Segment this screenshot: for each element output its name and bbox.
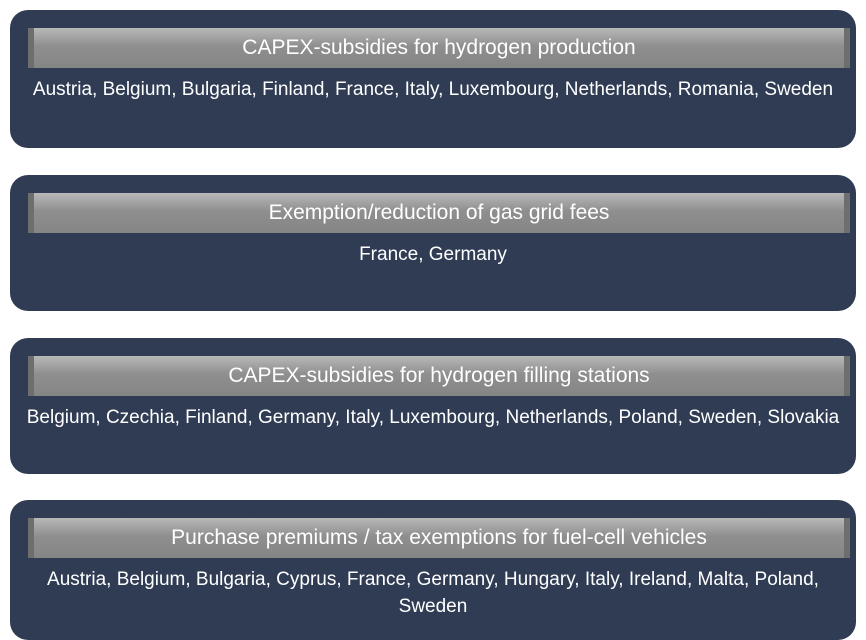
policy-title: Exemption/reduction of gas grid fees — [28, 193, 850, 233]
policy-box: CAPEX-subsidies for hydrogen filling sta… — [10, 338, 856, 474]
country-list: Belgium, Czechia, Finland, Germany, Ital… — [26, 407, 840, 428]
policy-title: CAPEX-subsidies for hydrogen production — [28, 28, 850, 68]
policy-title: CAPEX-subsidies for hydrogen filling sta… — [28, 356, 850, 396]
policy-box: Exemption/reduction of gas grid fees Fran… — [10, 175, 856, 311]
policy-title: Purchase premiums / tax exemptions for f… — [28, 518, 850, 558]
country-list: Austria, Belgium, Bulgaria, Finland, Fra… — [32, 79, 834, 100]
country-list: Austria, Belgium, Bulgaria, Cyprus, Fran… — [47, 569, 819, 617]
policy-box: CAPEX-subsidies for hydrogen production A… — [10, 10, 856, 148]
country-list: France, Germany — [359, 244, 507, 265]
policy-box: Purchase premiums / tax exemptions for f… — [10, 500, 856, 640]
